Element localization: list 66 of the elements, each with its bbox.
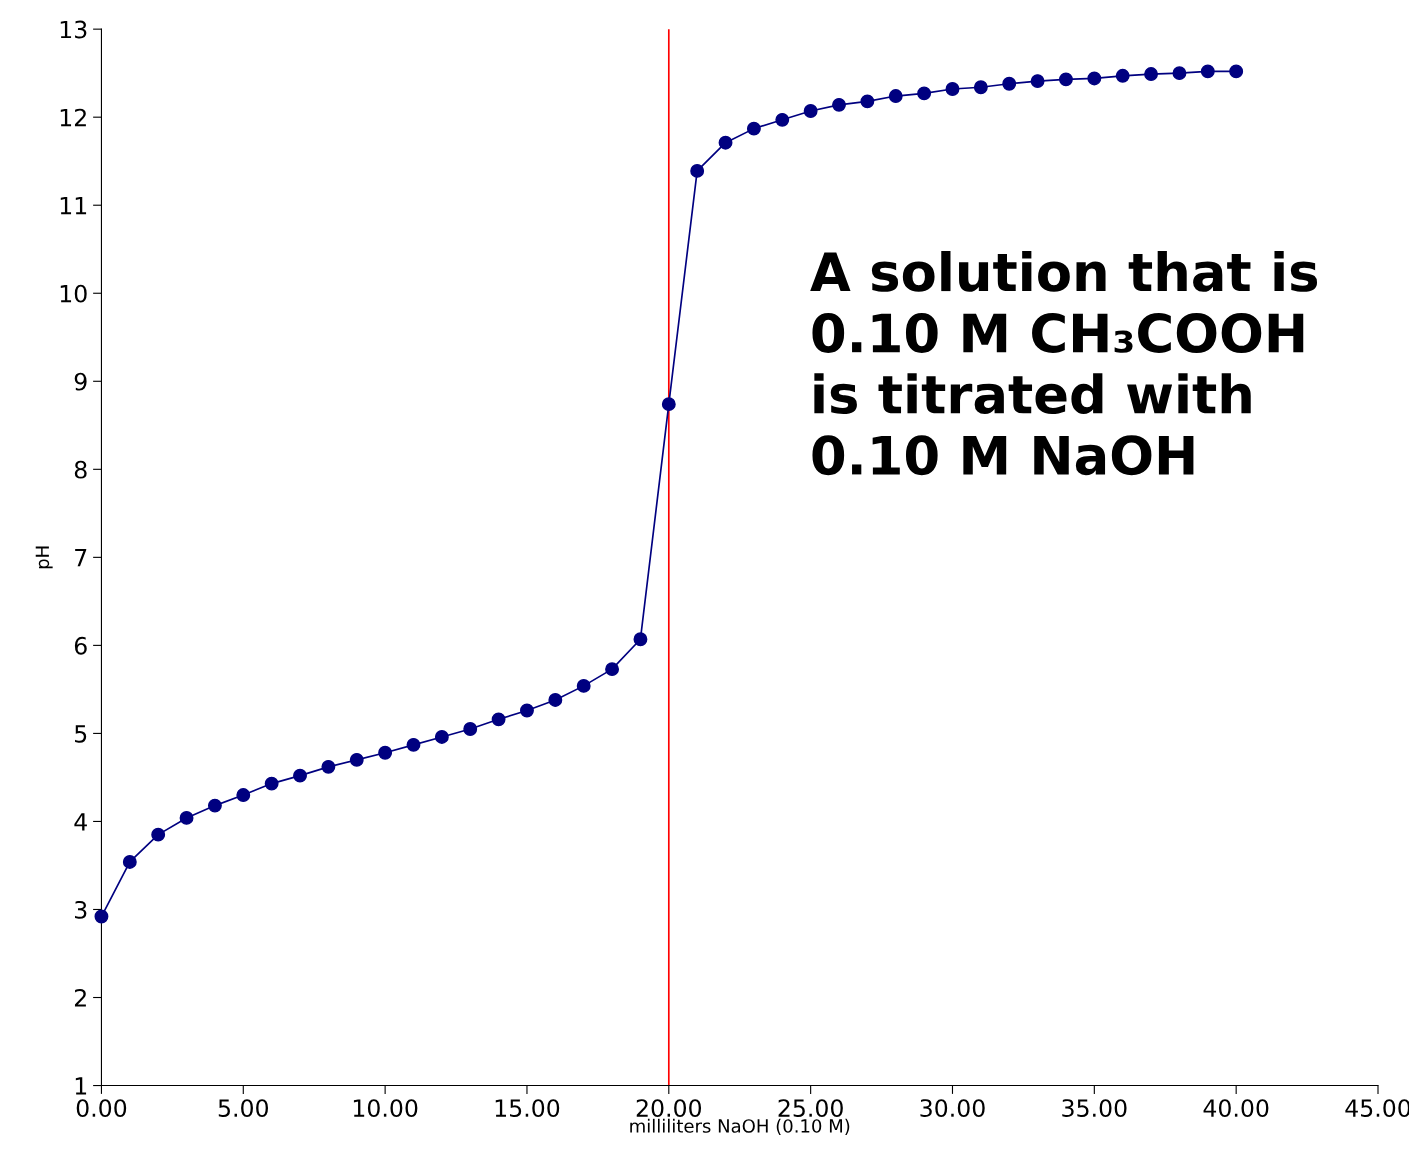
point [491, 712, 506, 727]
y-tick-label: 6 [74, 636, 87, 655]
point [973, 80, 988, 95]
point [803, 104, 818, 118]
point [151, 827, 166, 842]
point [746, 121, 761, 136]
point [888, 89, 903, 104]
x-tick-label: 10.00 [353, 1099, 418, 1118]
x-tick-label: 40.00 [1203, 1099, 1269, 1118]
y-axis-title: pH [35, 546, 53, 569]
point [661, 397, 676, 412]
point [1200, 64, 1215, 79]
point [378, 745, 393, 760]
y-tick-label: 11 [60, 196, 87, 215]
y-tick-label: 3 [75, 900, 87, 919]
point [1172, 66, 1187, 81]
point [406, 737, 421, 752]
point [1030, 74, 1045, 89]
x-tick-label: 35.00 [1062, 1099, 1127, 1118]
point [775, 112, 790, 127]
point [264, 776, 279, 791]
y-tick-label: 7 [75, 549, 87, 567]
y-tick-label: 2 [74, 988, 86, 1007]
point [236, 788, 251, 802]
point [349, 752, 364, 767]
point [94, 909, 109, 924]
point [179, 810, 194, 825]
x-tick-label: 25.00 [778, 1099, 843, 1118]
point [1087, 71, 1102, 86]
point [832, 97, 846, 112]
y-tick-label: 5 [75, 725, 87, 743]
x-tick-label: 0.00 [76, 1099, 127, 1118]
point [1059, 72, 1073, 87]
point [1115, 68, 1130, 83]
point [1002, 76, 1017, 91]
point [1144, 67, 1159, 81]
point [690, 163, 705, 178]
y-tick-label: 4 [74, 813, 87, 831]
x-tick-label: 15.00 [495, 1099, 560, 1118]
point [207, 798, 222, 813]
point [520, 703, 534, 718]
point [293, 768, 307, 783]
y-tick-label: 12 [60, 108, 86, 127]
point [548, 693, 563, 707]
point [463, 722, 478, 736]
x-axis-title: milliliters NaOH (0.10 M) [630, 1118, 850, 1135]
x-tick-label: 5.00 [218, 1099, 269, 1118]
point [633, 632, 648, 647]
y-tick-label: 10 [60, 284, 87, 303]
y-tick-label: 1 [75, 1077, 87, 1095]
point [122, 854, 137, 869]
point [434, 729, 449, 744]
y-tick-label: 8 [74, 460, 87, 479]
y-tick-label: 13 [60, 20, 87, 39]
point [605, 662, 620, 677]
x-tick-label: 30.00 [920, 1099, 985, 1118]
annotation: A solution that is 0.10 M CH₃COOH is titrated with 0.10 M NaOH [810, 250, 1318, 476]
point [1229, 64, 1244, 79]
x-tick-label: 20.00 [636, 1099, 702, 1118]
point [321, 759, 336, 774]
point [945, 82, 960, 96]
point [917, 86, 932, 101]
point [860, 94, 875, 109]
point [576, 678, 591, 693]
y-tick-label: 9 [74, 372, 87, 391]
point [718, 135, 733, 150]
